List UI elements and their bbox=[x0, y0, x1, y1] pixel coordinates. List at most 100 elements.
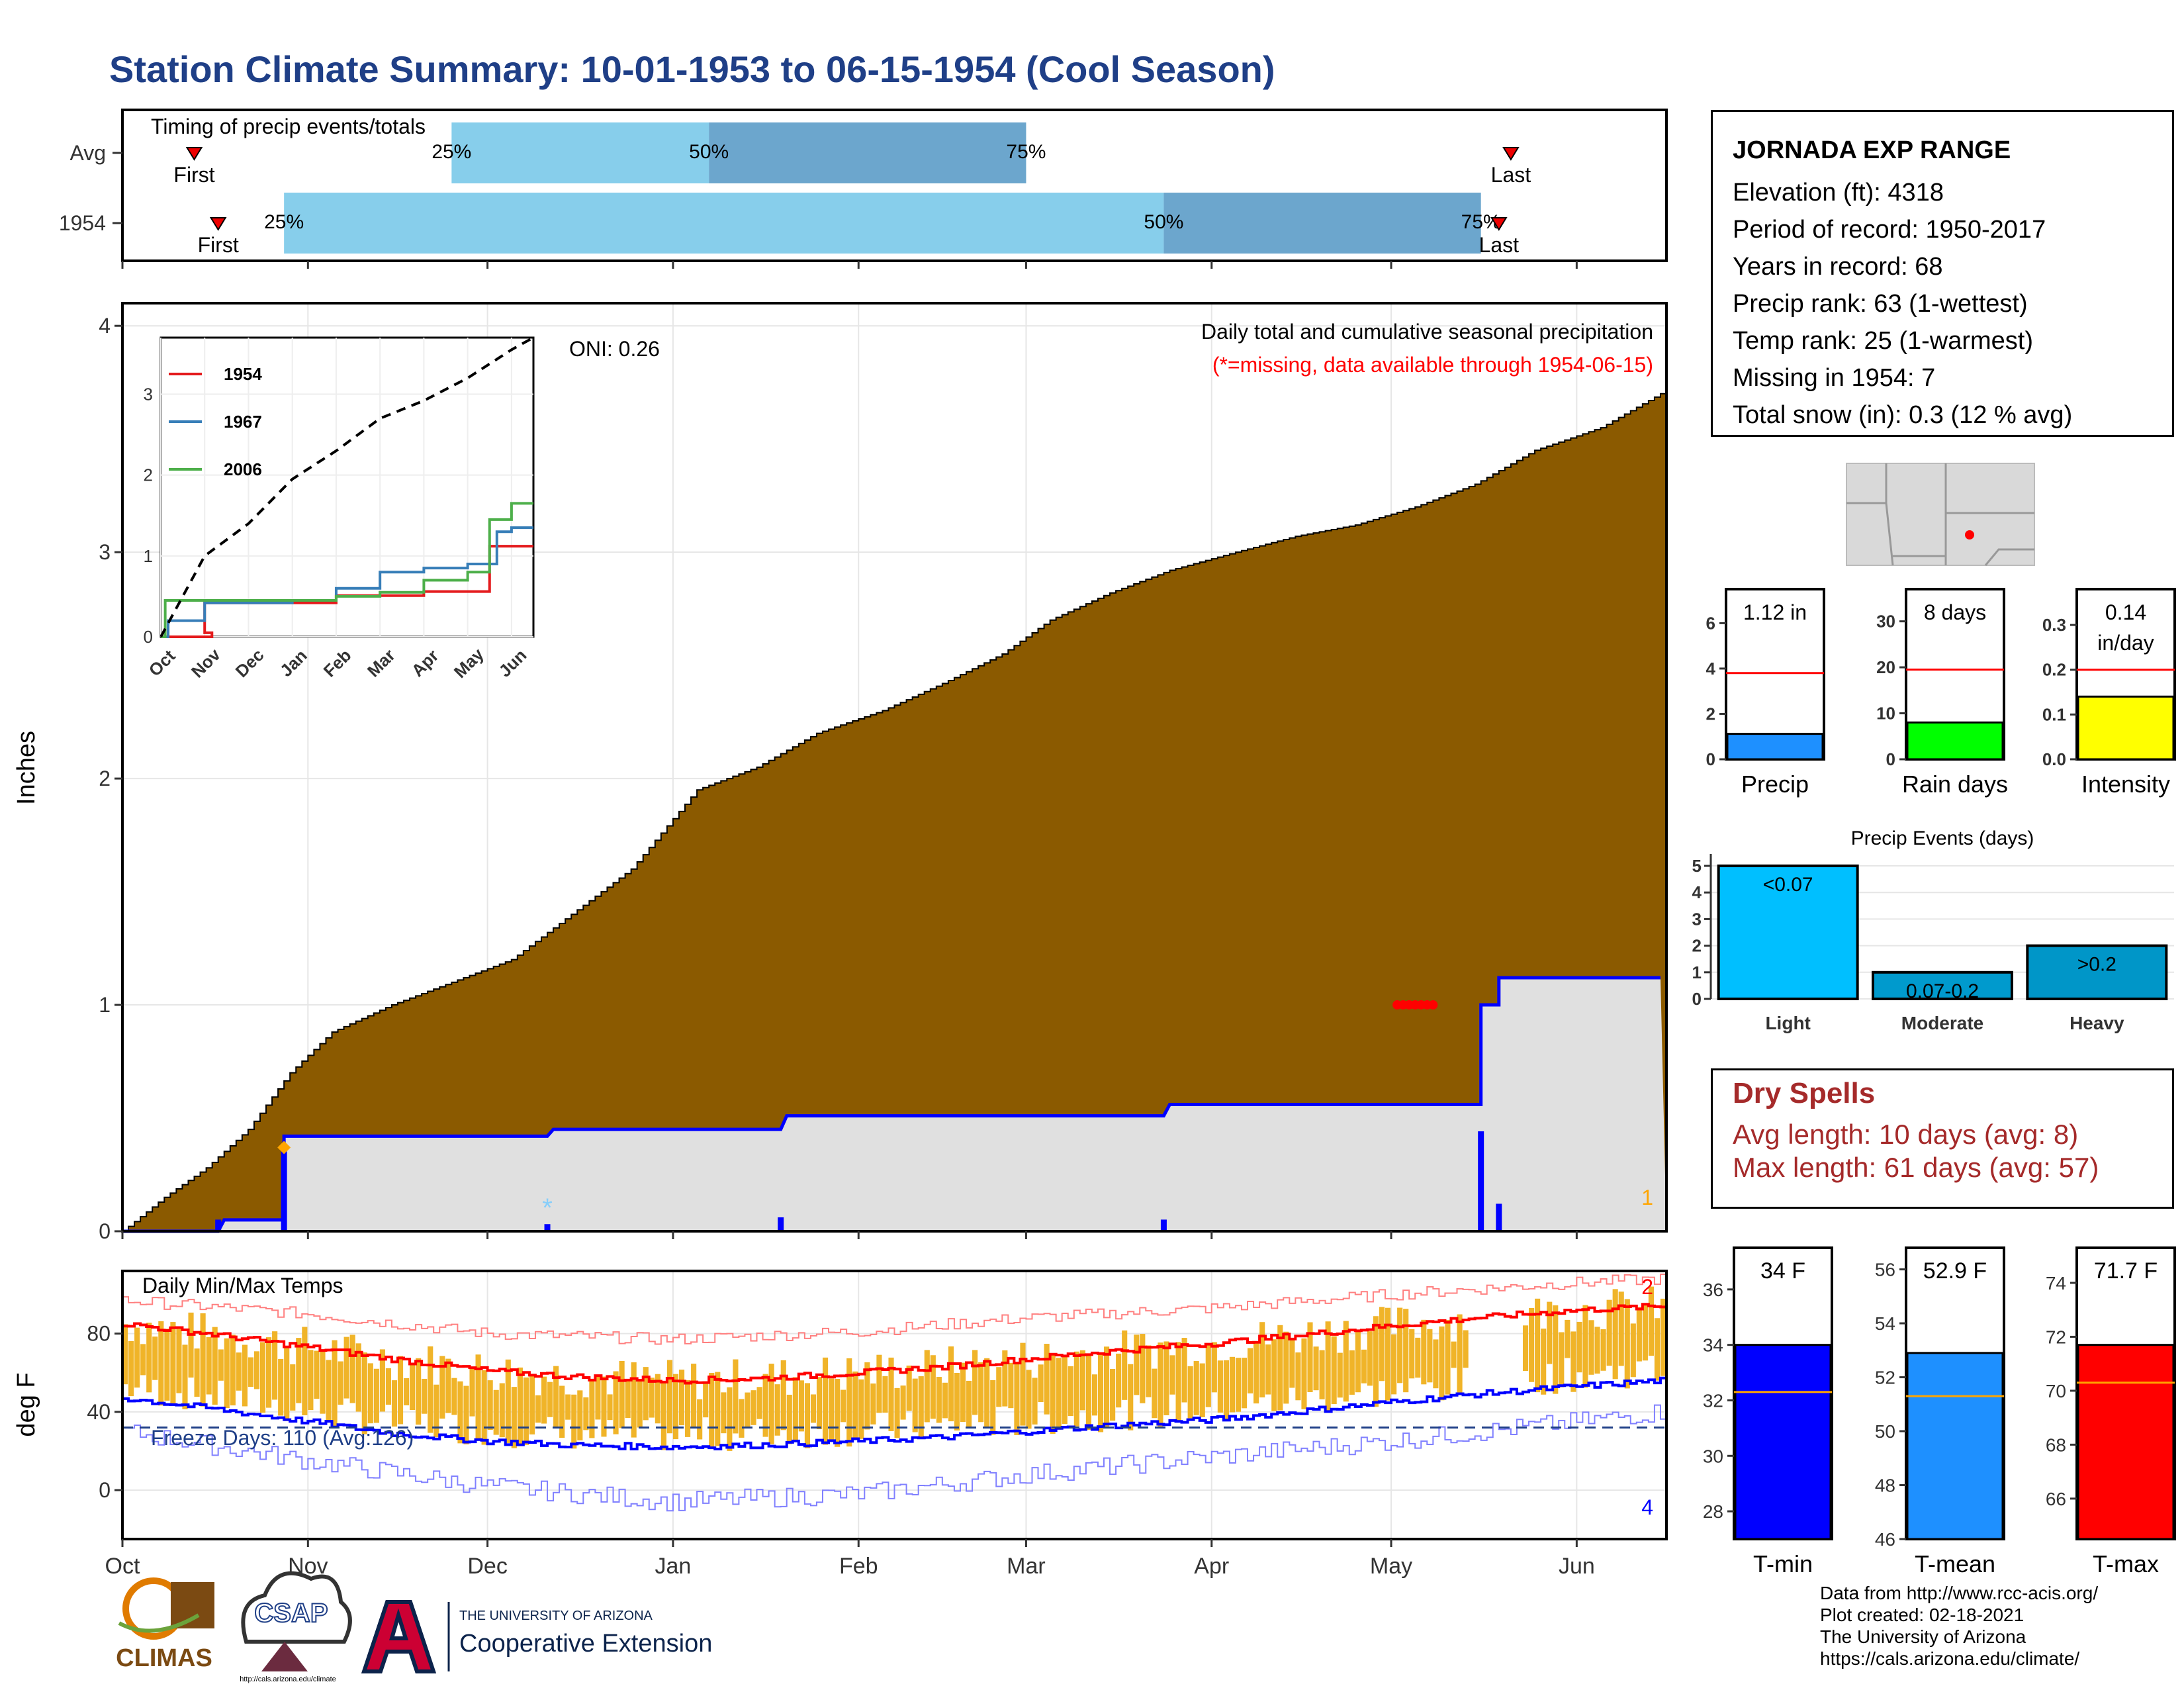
daily-temp-bar bbox=[206, 1336, 212, 1395]
daily-temp-bar bbox=[1199, 1363, 1205, 1417]
daily-temp-bar bbox=[367, 1363, 373, 1424]
small-bar-label: Precip bbox=[1741, 771, 1809, 798]
daily-temp-bar bbox=[960, 1362, 966, 1423]
first-label: First bbox=[173, 163, 214, 187]
daily-temp-bar bbox=[571, 1394, 577, 1449]
daily-temp-bar bbox=[1044, 1344, 1050, 1415]
small-bars-panel: 0 2 4 6 1.12 in Precip 0 10 20 30 8 days Rain days 0… bbox=[1706, 588, 2176, 798]
daily-temp-bar bbox=[697, 1399, 703, 1440]
daily-temp-bar bbox=[942, 1382, 948, 1419]
small-y-tick: 0.3 bbox=[2042, 615, 2066, 635]
daily-temp-bar bbox=[1307, 1322, 1313, 1392]
timing-row-label: 1954 bbox=[59, 211, 106, 235]
q50-label: 50% bbox=[1144, 211, 1183, 233]
daily-temp-bar bbox=[1553, 1305, 1559, 1394]
daily-temp-bar bbox=[804, 1383, 810, 1448]
daily-temp-bar bbox=[326, 1360, 332, 1422]
y-tick-label: 2 bbox=[99, 767, 111, 790]
temperature-panel: Freeze Days: 110 (Avg:126) Daily Min/Max … bbox=[13, 1270, 1668, 1579]
daily-temp-bar bbox=[1223, 1360, 1229, 1420]
daily-temp-bar bbox=[290, 1364, 296, 1411]
daily-temp-bar bbox=[780, 1360, 786, 1430]
daily-temp-bar bbox=[296, 1338, 302, 1403]
daily-temp-bar bbox=[924, 1350, 930, 1423]
temp-y-tick: 66 bbox=[2046, 1489, 2066, 1509]
csap-mountain-icon bbox=[261, 1642, 308, 1671]
daily-temp-bar bbox=[1630, 1323, 1636, 1378]
inset-legend-label: 1954 bbox=[224, 364, 262, 384]
daily-temp-bar bbox=[1570, 1331, 1576, 1392]
temp-y-tick: 30 bbox=[1703, 1446, 1723, 1466]
daily-temp-bar bbox=[416, 1358, 422, 1425]
temp-bar bbox=[1906, 1352, 2004, 1540]
daily-temp-bar bbox=[1529, 1307, 1535, 1382]
small-bar-value: 1.12 in bbox=[1743, 600, 1807, 624]
climas-logo-text: CLIMAS bbox=[116, 1644, 212, 1672]
ua-small-text: THE UNIVERSITY OF ARIZONA bbox=[459, 1609, 653, 1623]
daily-temp-bar bbox=[1612, 1289, 1618, 1380]
event-bar-label: >0.2 bbox=[2077, 954, 2116, 976]
daily-temp-bar bbox=[1463, 1330, 1469, 1368]
temp-y-tick: 28 bbox=[1703, 1501, 1723, 1522]
small-y-tick: 6 bbox=[1706, 613, 1715, 633]
daily-temp-bar bbox=[1014, 1362, 1020, 1435]
daily-temp-bar bbox=[547, 1382, 553, 1417]
credits: Data from http://www.rcc-acis.org/ Plot … bbox=[1820, 1582, 2098, 1669]
daily-temp-bar bbox=[1187, 1366, 1193, 1419]
small-bar-value: in/day bbox=[2097, 631, 2154, 655]
events-panel: Precip Events (days) 0 1 2 3 4 5 <0.07 Light 0.07… bbox=[1692, 827, 2174, 1033]
daily-temp-bar bbox=[954, 1372, 960, 1431]
temp-y-tick: 70 bbox=[2046, 1381, 2066, 1401]
credit-line: The University of Arizona bbox=[1820, 1626, 2026, 1647]
daily-temp-bar bbox=[445, 1358, 451, 1413]
quartile-bar-25-50 bbox=[284, 193, 1164, 254]
daily-temp-bar bbox=[1397, 1307, 1403, 1383]
daily-temp-bar bbox=[529, 1374, 535, 1434]
daily-temp-bar bbox=[481, 1370, 487, 1445]
small-y-tick: 20 bbox=[1876, 657, 1895, 677]
climas-mountain-icon bbox=[171, 1582, 214, 1628]
daily-temp-bar bbox=[1050, 1355, 1056, 1434]
daily-temp-bar bbox=[1020, 1342, 1026, 1426]
daily-temp-bar bbox=[852, 1371, 858, 1438]
daily-temp-bar bbox=[1355, 1332, 1361, 1393]
daily-temp-bar bbox=[385, 1368, 392, 1405]
daily-temp-bar bbox=[1588, 1320, 1594, 1375]
daily-temp-bar bbox=[355, 1343, 361, 1412]
inset-y-tick: 3 bbox=[144, 385, 153, 404]
small-bar-value: 0.14 bbox=[2105, 600, 2146, 624]
station-name: JORNADA EXP RANGE bbox=[1733, 136, 2011, 164]
temp-bar-value: 71.7 F bbox=[2094, 1258, 2158, 1284]
daily-temp-bar bbox=[1541, 1329, 1547, 1395]
daily-temp-bar bbox=[768, 1364, 774, 1444]
daily-temp-bar bbox=[672, 1374, 679, 1440]
daily-temp-bar bbox=[308, 1350, 314, 1411]
daily-temp-bar bbox=[619, 1360, 625, 1429]
event-category: Moderate bbox=[1901, 1013, 1983, 1033]
daily-temp-bar bbox=[1163, 1341, 1169, 1415]
daily-temp-bar bbox=[200, 1313, 206, 1407]
last-label: Last bbox=[1491, 163, 1531, 187]
obs-cumulative-line bbox=[122, 976, 1661, 1233]
y-tick-label: 1 bbox=[99, 993, 111, 1017]
daily-temp-bar bbox=[1068, 1366, 1073, 1417]
dry-spells-max: Max length: 61 days (avg: 57) bbox=[1733, 1152, 2099, 1183]
daily-temp-bar bbox=[649, 1378, 655, 1418]
daily-temp-bar bbox=[1457, 1314, 1463, 1393]
csap-cloud-icon bbox=[241, 1571, 352, 1644]
daily-temp-bar bbox=[1062, 1356, 1068, 1425]
events-y-tick: 3 bbox=[1692, 909, 1702, 929]
station-line: Years in record: 68 bbox=[1733, 253, 1943, 281]
daily-temp-bar bbox=[637, 1379, 643, 1428]
timing-title: Timing of precip events/totals bbox=[151, 115, 426, 138]
small-bar bbox=[1906, 721, 2004, 761]
daily-temp-bar bbox=[1636, 1307, 1642, 1362]
daily-temp-bar bbox=[463, 1385, 469, 1444]
daily-precip-bar bbox=[1160, 1219, 1167, 1232]
first-event-marker bbox=[277, 1141, 291, 1154]
daily-temp-bar bbox=[439, 1356, 445, 1419]
daily-temp-bar bbox=[242, 1344, 248, 1407]
station-line: Precip rank: 63 (1-wettest) bbox=[1733, 290, 2028, 318]
inset-y-tick: 2 bbox=[144, 465, 153, 485]
daily-temp-bar bbox=[134, 1327, 140, 1388]
